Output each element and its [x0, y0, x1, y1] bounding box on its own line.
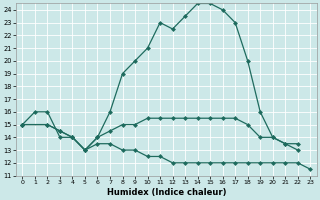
X-axis label: Humidex (Indice chaleur): Humidex (Indice chaleur)	[107, 188, 226, 197]
